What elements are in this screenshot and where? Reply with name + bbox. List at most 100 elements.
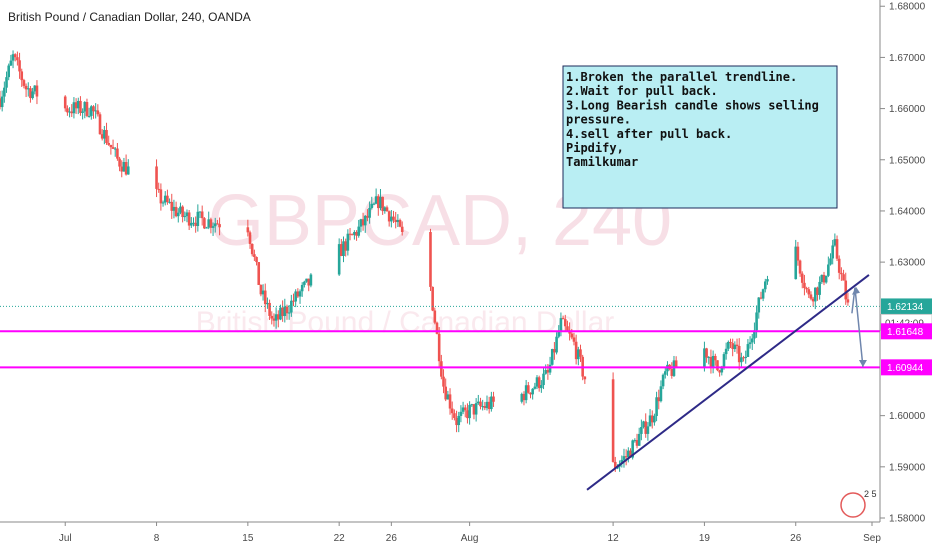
- candle-body: [474, 403, 478, 415]
- candle-body: [181, 206, 184, 217]
- candle-body: [111, 147, 115, 149]
- time-tick-label: 19: [699, 533, 711, 544]
- candle-body: [829, 258, 832, 265]
- candle-body: [763, 281, 767, 290]
- candle-body: [396, 219, 400, 223]
- candle-body: [637, 433, 641, 446]
- candle-body: [453, 413, 456, 418]
- candle-body: [163, 195, 167, 203]
- candle-body: [68, 111, 71, 113]
- note-line: 2.Wait for pull back.: [566, 84, 718, 98]
- candle-body: [122, 162, 126, 172]
- candle-body: [653, 415, 656, 423]
- candle-body: [18, 60, 21, 72]
- candle-body: [450, 408, 454, 414]
- projection-path[interactable]: [851, 287, 864, 368]
- candle-body: [342, 241, 345, 256]
- candle-body: [90, 106, 93, 116]
- note-line: 1.Broken the parallel trendline.: [566, 70, 797, 84]
- candle-body: [633, 440, 637, 442]
- candle-body: [87, 115, 91, 117]
- candle-body: [113, 148, 117, 150]
- candle-body: [350, 234, 354, 236]
- time-axis-background: [0, 522, 932, 550]
- candle-body: [124, 162, 128, 175]
- current-price-tag: 1.62134: [887, 302, 924, 313]
- candle-body: [85, 102, 89, 116]
- candle-body: [674, 360, 678, 368]
- candle-body: [126, 166, 130, 175]
- level-1-tag: 1.61648: [887, 327, 924, 338]
- candle-body: [170, 201, 174, 211]
- candle-body: [535, 377, 539, 387]
- candle-body: [735, 344, 739, 347]
- candle-body: [640, 427, 643, 434]
- candle-body: [168, 201, 171, 203]
- candle-body: [483, 406, 487, 409]
- candle-body: [255, 257, 258, 263]
- candle-body: [818, 281, 821, 295]
- candle-body: [300, 284, 304, 292]
- candle-body: [166, 195, 169, 203]
- candle-body: [831, 245, 834, 259]
- candle-body: [709, 357, 713, 368]
- candle-body: [337, 244, 341, 275]
- candle-body: [216, 223, 219, 225]
- drawings[interactable]: [586, 274, 870, 491]
- candle-body: [103, 129, 106, 139]
- candle-body: [26, 88, 30, 90]
- candle-body: [209, 219, 213, 228]
- candle-body: [213, 223, 217, 227]
- candle-body: [394, 219, 397, 223]
- horizontal-levels[interactable]: [0, 305, 880, 369]
- candle-body: [248, 232, 252, 244]
- time-axis[interactable]: Jul 8 15 22 26 Aug 12 19 26 Sep: [0, 521, 932, 550]
- candle-body: [387, 211, 391, 222]
- indicator-badge[interactable]: 2 5: [840, 489, 877, 518]
- candle-body: [340, 244, 343, 256]
- note-box[interactable]: [562, 65, 838, 209]
- arrow-head: [858, 360, 867, 368]
- candle-body: [98, 114, 102, 135]
- candle-body: [257, 262, 261, 285]
- candle-body: [5, 77, 8, 88]
- candle-body: [803, 282, 806, 289]
- candle-body: [716, 360, 719, 371]
- candle-body: [83, 102, 87, 112]
- candle-body: [35, 85, 39, 97]
- candle-body: [74, 102, 78, 109]
- candle-body: [744, 356, 748, 358]
- price-axis[interactable]: 1.68000 1.67000 1.66000 1.65000 1.64000 1.630…: [879, 0, 932, 528]
- candle-body: [348, 233, 352, 235]
- candle-body: [63, 96, 67, 109]
- candle-body: [759, 297, 763, 299]
- candle-body: [161, 202, 165, 204]
- candle-body: [207, 219, 211, 228]
- candle-body: [355, 231, 358, 236]
- trendline[interactable]: [586, 274, 870, 491]
- candle-body: [561, 318, 565, 320]
- candle-body: [577, 349, 580, 360]
- candle-body: [363, 215, 367, 226]
- candle-body: [729, 341, 732, 344]
- candle-body: [183, 216, 187, 218]
- candle-body: [757, 297, 761, 313]
- candle-body: [529, 392, 532, 395]
- candle-body: [398, 219, 402, 227]
- note-line: pressure.: [566, 113, 631, 127]
- candle-body: [353, 231, 356, 235]
- note-annotation[interactable]: 1.Broken the parallel trendline. 2.Wait f…: [562, 65, 838, 209]
- candle-body: [307, 278, 311, 286]
- candle-body: [837, 258, 841, 273]
- candle-body: [368, 207, 371, 218]
- price-tick-label: 1.63000: [889, 258, 926, 269]
- candle-body: [720, 367, 724, 373]
- candle-body: [648, 415, 652, 427]
- candle-body: [379, 196, 382, 209]
- candle-body: [281, 307, 284, 317]
- note-line: Tamilkumar: [566, 155, 638, 169]
- candle-body: [707, 357, 711, 359]
- candle-body: [827, 264, 830, 276]
